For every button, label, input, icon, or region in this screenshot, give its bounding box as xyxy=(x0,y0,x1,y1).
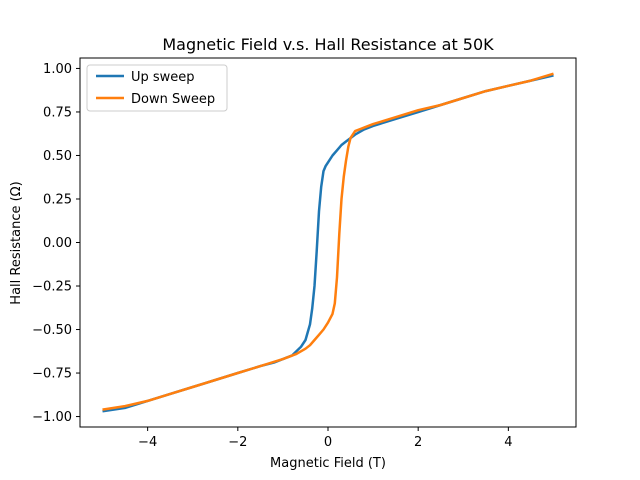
y-tick-label: −0.50 xyxy=(32,323,72,338)
legend-label-down-sweep: Down Sweep xyxy=(131,92,215,107)
y-axis: −1.00 −0.75 −0.50 −0.25 0.00 0.25 0.50 0.75 1.00 xyxy=(32,62,80,425)
series-line-up-sweep xyxy=(102,74,554,413)
x-tick-label: 2 xyxy=(414,435,422,450)
x-tick-label: −4 xyxy=(138,435,157,450)
y-tick-label: 0.75 xyxy=(43,105,72,120)
legend: Up sweep Down Sweep xyxy=(86,64,228,112)
x-tick-label: −2 xyxy=(228,435,247,450)
y-axis-label: Hall Resistance (Ω) xyxy=(9,181,24,304)
chart-title: Magnetic Field v.s. Hall Resistance at 5… xyxy=(162,35,494,54)
legend-label-up-sweep: Up sweep xyxy=(131,70,195,85)
y-tick-label: 0.50 xyxy=(43,149,72,164)
y-tick-label: 1.00 xyxy=(43,62,72,77)
x-tick-label: 0 xyxy=(324,435,332,450)
y-tick-label: −0.75 xyxy=(32,367,72,382)
y-tick-label: −1.00 xyxy=(32,410,72,425)
plot-lines xyxy=(102,72,554,413)
y-tick-label: 0.00 xyxy=(43,236,72,251)
x-tick-label: 4 xyxy=(504,435,512,450)
x-axis: −4 −2 0 2 4 xyxy=(138,427,513,450)
x-axis-label: Magnetic Field (T) xyxy=(270,456,386,471)
y-tick-label: 0.25 xyxy=(43,192,72,207)
series-line-down-sweep xyxy=(102,72,554,411)
plot-frame xyxy=(79,57,577,428)
y-tick-label: −0.25 xyxy=(32,280,72,295)
